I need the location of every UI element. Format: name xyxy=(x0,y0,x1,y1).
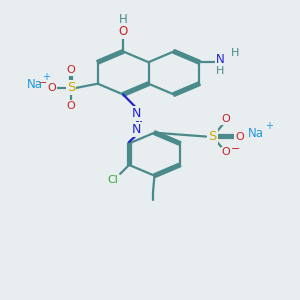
Text: −: − xyxy=(231,143,241,154)
Text: N: N xyxy=(132,107,141,120)
Text: O: O xyxy=(222,147,230,158)
Text: Cl: Cl xyxy=(107,176,118,185)
Text: O: O xyxy=(67,101,75,111)
Text: +: + xyxy=(42,72,50,82)
Text: Na: Na xyxy=(27,78,43,91)
Text: S: S xyxy=(67,81,75,94)
Text: O: O xyxy=(67,65,75,75)
Text: H: H xyxy=(119,13,128,26)
Text: O: O xyxy=(47,83,56,93)
Text: Na: Na xyxy=(248,127,264,140)
Text: N: N xyxy=(216,53,224,66)
Text: O: O xyxy=(222,114,230,124)
Text: H: H xyxy=(216,66,224,76)
Text: O: O xyxy=(118,25,128,38)
Text: N: N xyxy=(132,123,141,136)
Text: H: H xyxy=(231,48,239,58)
Text: O: O xyxy=(235,132,244,142)
Text: −: − xyxy=(38,77,47,88)
Text: +: + xyxy=(266,121,273,131)
Text: S: S xyxy=(208,130,217,143)
